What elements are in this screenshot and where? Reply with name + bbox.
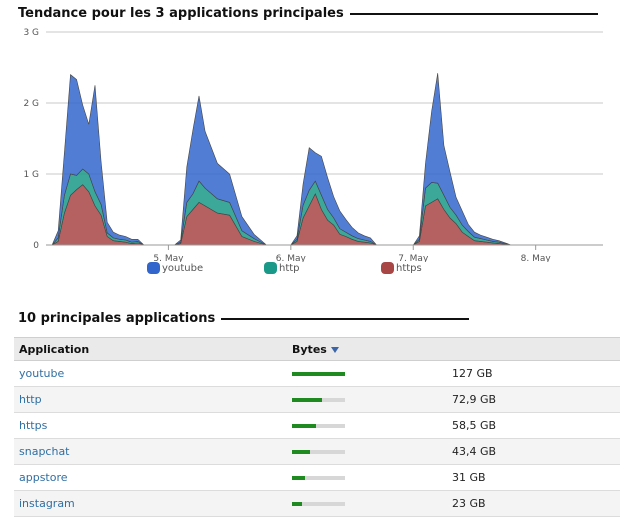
title-rule — [349, 12, 598, 15]
y-tick-label: 3 G — [23, 28, 39, 38]
bytes-value: 58,5 GB — [447, 412, 620, 439]
legend-item-youtube[interactable]: youtube — [147, 262, 203, 274]
bytes-value: 31 GB — [447, 464, 620, 491]
y-tick-label: 2 G — [23, 99, 39, 109]
app-cell: snapchat — [14, 438, 287, 465]
column-header-value — [447, 337, 620, 361]
bytes-value: 43,4 GB — [447, 438, 620, 465]
table-row: appstore 31 GB — [14, 464, 620, 491]
top-apps-table: Application Bytes youtube 127 GB http 72… — [14, 337, 620, 517]
table-row: snapchat 43,4 GB — [14, 438, 620, 465]
series-area-youtube — [51, 73, 603, 246]
x-tick-label: 7. May — [398, 254, 429, 262]
bytes-bar-cell — [287, 464, 447, 491]
app-link[interactable]: appstore — [19, 471, 68, 484]
app-cell: youtube — [14, 360, 287, 387]
bytes-bar — [292, 502, 345, 506]
column-header-bytes[interactable]: Bytes — [287, 337, 447, 361]
column-header-application[interactable]: Application — [14, 337, 287, 361]
app-link[interactable]: youtube — [19, 367, 65, 380]
bytes-bar-fill — [292, 476, 305, 480]
app-link[interactable]: http — [19, 393, 42, 406]
bytes-value: 23 GB — [447, 490, 620, 517]
table-header-row: Application Bytes — [14, 337, 620, 361]
bytes-bar-fill — [292, 372, 345, 376]
x-tick-label: 6. May — [276, 254, 307, 262]
trend-section-title: Tendance pour les 3 applications princip… — [18, 6, 598, 21]
bytes-bar-fill — [292, 502, 302, 506]
legend-swatch-icon — [147, 262, 160, 274]
sort-descending-icon[interactable] — [330, 346, 339, 353]
title-rule — [221, 317, 470, 320]
legend-swatch-icon — [381, 262, 394, 274]
table-row: https 58,5 GB — [14, 412, 620, 439]
chart-legend: youtube http https — [0, 262, 635, 282]
column-header-bytes-label: Bytes — [292, 342, 327, 356]
bytes-bar — [292, 476, 345, 480]
bytes-bar-cell — [287, 412, 447, 439]
trend-chart: 0 1 G 2 G 3 G 5. May 6. May 7. May 8. May — [23, 28, 603, 262]
app-cell: appstore — [14, 464, 287, 491]
x-tick-label: 8. May — [521, 254, 552, 262]
bytes-bar — [292, 450, 345, 454]
bytes-bar-fill — [292, 398, 323, 402]
bytes-bar-fill — [292, 450, 311, 454]
bytes-bar-fill — [292, 424, 317, 428]
table-row: instagram 23 GB — [14, 490, 620, 517]
y-tick-label: 1 G — [23, 170, 39, 180]
app-link[interactable]: instagram — [19, 497, 75, 510]
x-tick-label: 5. May — [153, 254, 184, 262]
legend-label: https — [396, 262, 422, 274]
bytes-bar — [292, 424, 345, 428]
bytes-bar-cell — [287, 386, 447, 413]
app-cell: http — [14, 386, 287, 413]
table-row: youtube 127 GB — [14, 360, 620, 387]
app-link[interactable]: snapchat — [19, 445, 70, 458]
bytes-bar — [292, 398, 345, 402]
bytes-bar-cell — [287, 490, 447, 517]
bytes-value: 127 GB — [447, 360, 620, 387]
top-apps-section-title: 10 principales applications — [18, 311, 470, 326]
table-row: http 72,9 GB — [14, 386, 620, 413]
legend-swatch-icon — [264, 262, 277, 274]
legend-item-https[interactable]: https — [381, 262, 422, 274]
bytes-value: 72,9 GB — [447, 386, 620, 413]
bytes-bar — [292, 372, 345, 376]
legend-label: http — [279, 262, 300, 274]
app-cell: https — [14, 412, 287, 439]
top-apps-title-text: 10 principales applications — [18, 311, 216, 326]
app-link[interactable]: https — [19, 419, 48, 432]
y-tick-label: 0 — [33, 241, 39, 251]
legend-label: youtube — [162, 262, 204, 274]
bytes-bar-cell — [287, 438, 447, 465]
app-cell: instagram — [14, 490, 287, 517]
trend-title-text: Tendance pour les 3 applications princip… — [18, 6, 344, 21]
legend-item-http[interactable]: http — [264, 262, 300, 274]
bytes-bar-cell — [287, 360, 447, 387]
